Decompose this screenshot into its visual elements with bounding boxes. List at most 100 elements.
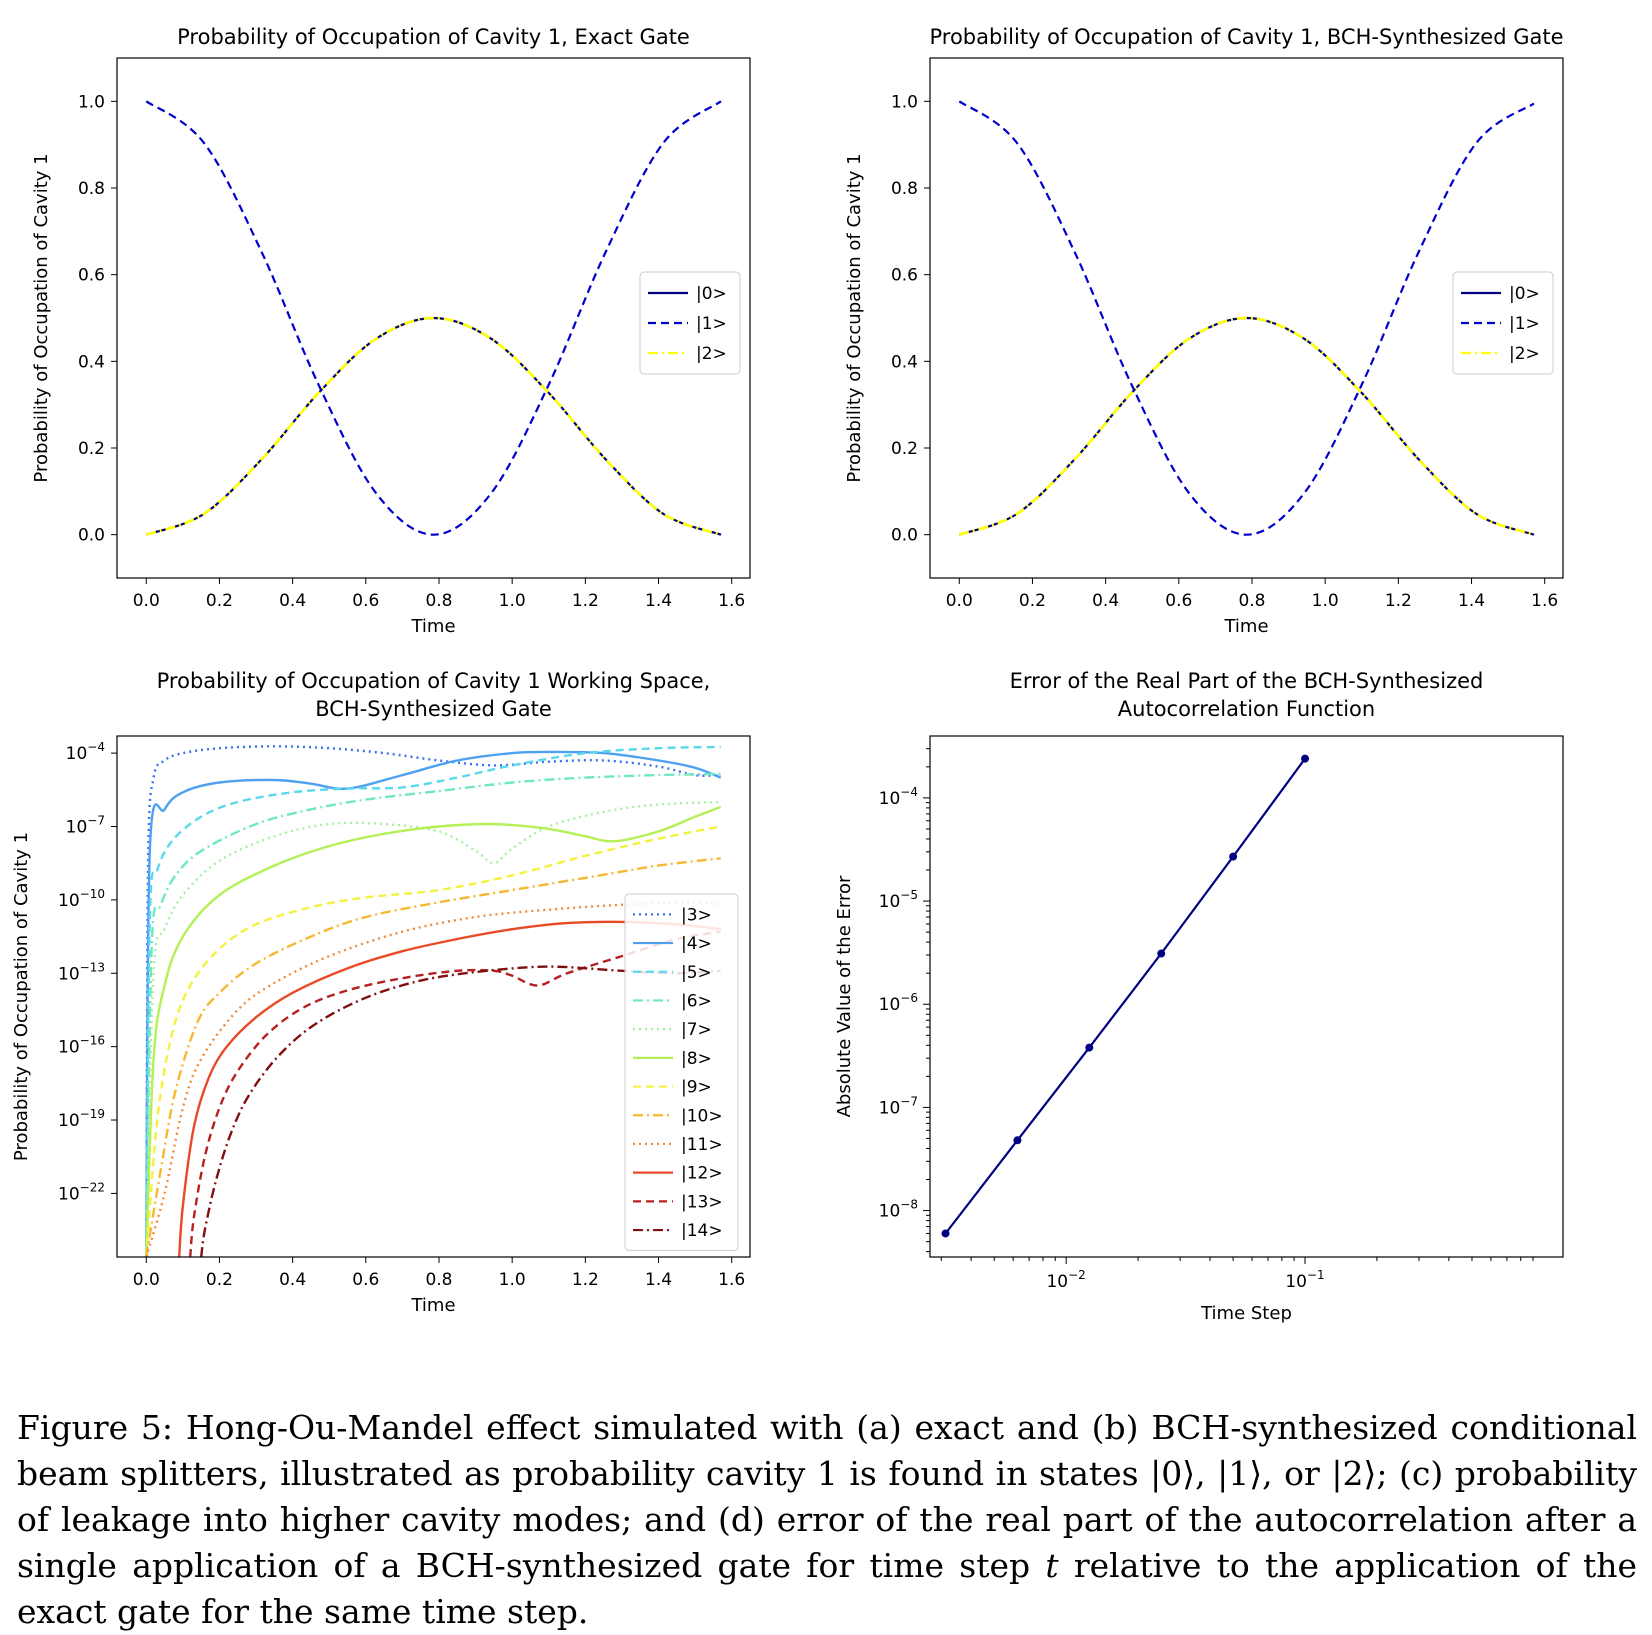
- y-tick-label: 0.4: [891, 352, 918, 372]
- y-tick-label: 0.2: [78, 439, 105, 459]
- series-line: [178, 920, 721, 1257]
- error-point: [941, 1229, 950, 1238]
- x-tick-label: 0.2: [1019, 591, 1046, 611]
- series-legend: [639, 271, 741, 375]
- series-legend-label: |10>: [681, 1106, 723, 1126]
- figure-caption: Figure 5: Hong-Ou-Mandel effect simulate…: [17, 1405, 1637, 1635]
- y-tick-label: 10−7: [879, 1094, 918, 1118]
- x-tick-label: 0.2: [206, 591, 233, 611]
- y-tick-label: 10−7: [66, 814, 105, 838]
- x-tick-label: 0.6: [1165, 591, 1192, 611]
- y-tick-label: 0.8: [891, 179, 918, 199]
- figure: Probability of Occupation of Cavity 1, E…: [11, 25, 1564, 1324]
- x-tick-label: 0.6: [352, 1270, 379, 1290]
- series-legend-label: |9>: [681, 1078, 712, 1098]
- x-tick-label: 1.6: [718, 1270, 745, 1290]
- y-tick-label: 10−10: [58, 887, 105, 911]
- series-legend: [624, 893, 739, 1251]
- x-tick-label: 1.0: [499, 591, 526, 611]
- series-line: [145, 745, 721, 1257]
- series-line: [145, 745, 721, 1257]
- x-axis-label: Time: [410, 1295, 455, 1316]
- chart-panel-b: Probability of Occupation of Cavity 1, B…: [844, 25, 1564, 637]
- series-legend-label: |3>: [681, 905, 712, 925]
- series-legend-label: |1>: [1509, 314, 1540, 334]
- y-tick-label: 10−4: [66, 740, 105, 764]
- x-tick-label: 0.0: [133, 1270, 160, 1290]
- y-tick-label: 0.6: [78, 266, 105, 286]
- y-tick-label: 0.2: [891, 439, 918, 459]
- series-legend-label: |2>: [1509, 344, 1540, 364]
- series-legend-label: |0>: [1509, 284, 1540, 304]
- series-legend-label: |14>: [681, 1221, 723, 1241]
- series-line: [145, 316, 722, 536]
- x-tick-label: 0.0: [946, 591, 973, 611]
- x-tick-label: 0.8: [425, 591, 452, 611]
- x-axis-label: Time: [410, 616, 455, 637]
- chart-title: Probability of Occupation of Cavity 1, B…: [929, 25, 1563, 49]
- x-tick-label: 1.2: [572, 591, 599, 611]
- series-legend-label: |12>: [681, 1164, 723, 1184]
- chart-title: Error of the Real Part of the BCH-Synthe…: [1010, 669, 1484, 693]
- error-point: [1157, 949, 1166, 958]
- y-tick-label: 10−13: [58, 960, 105, 984]
- x-tick-label: 1.4: [645, 1270, 672, 1290]
- x-tick-label: 1.2: [1385, 591, 1412, 611]
- series-line: [145, 772, 721, 1257]
- series-line: [145, 857, 721, 1257]
- y-tick-label: 10−16: [58, 1034, 105, 1058]
- y-tick-label: 10−6: [879, 991, 918, 1015]
- x-tick-label: 0.4: [279, 591, 306, 611]
- y-tick-label: 10−5: [879, 888, 918, 912]
- y-tick-label: 0.8: [78, 179, 105, 199]
- chart-panel-d: Error of the Real Part of the BCH-Synthe…: [834, 669, 1564, 1324]
- series-legend-label: |0>: [696, 284, 727, 304]
- y-axis-label: Probability of Occupation of Cavity 1: [844, 153, 865, 482]
- error-line: [944, 758, 1306, 1235]
- series-line: [958, 100, 1535, 536]
- y-tick-label: 0.0: [891, 526, 918, 546]
- series-line: [145, 825, 721, 1257]
- x-tick-label: 1.6: [1531, 591, 1558, 611]
- x-tick-label: 0.8: [425, 1270, 452, 1290]
- x-tick-label: 1.0: [499, 1270, 526, 1290]
- chart-subtitle: BCH-Synthesized Gate: [315, 697, 552, 721]
- error-point: [1229, 852, 1238, 861]
- x-tick-label: 1.2: [572, 1270, 599, 1290]
- chart-panel-c: Probability of Occupation of Cavity 1 Wo…: [11, 669, 751, 1316]
- series-legend-label: |7>: [681, 1020, 712, 1040]
- x-tick-label: 1.6: [718, 591, 745, 611]
- error-point: [1085, 1043, 1094, 1052]
- x-tick-label: 1.4: [645, 591, 672, 611]
- series-legend: [1452, 271, 1554, 375]
- series-legend-label: |13>: [681, 1192, 723, 1212]
- y-tick-label: 0.0: [78, 526, 105, 546]
- x-tick-label: 10−1: [1285, 1268, 1324, 1292]
- series-legend-label: |8>: [681, 1049, 712, 1069]
- chart-panel-a: Probability of Occupation of Cavity 1, E…: [31, 25, 751, 637]
- series-line: [145, 316, 722, 536]
- plot-frame: [929, 57, 1564, 579]
- x-tick-label: 0.0: [133, 591, 160, 611]
- chart-title: Probability of Occupation of Cavity 1, E…: [177, 25, 690, 49]
- y-tick-label: 0.6: [891, 266, 918, 286]
- y-tick-label: 0.4: [78, 352, 105, 372]
- series-legend-label: |2>: [696, 344, 727, 364]
- caption-text-1: Figure 5: Hong-Ou-Mandel effect simulate…: [17, 1408, 1637, 1585]
- chart-title: Probability of Occupation of Cavity 1 Wo…: [157, 669, 711, 693]
- caption-math-t: t: [1045, 1546, 1059, 1585]
- x-axis-label: Time Step: [1200, 1303, 1292, 1324]
- series-legend-label: |6>: [681, 991, 712, 1011]
- series-legend-label: |4>: [681, 934, 712, 954]
- error-point: [1013, 1136, 1022, 1145]
- y-tick-label: 1.0: [891, 92, 918, 112]
- plot-frame: [929, 735, 1564, 1258]
- plot-frame: [116, 57, 751, 579]
- series-line: [958, 316, 1535, 536]
- series-line: [200, 965, 721, 1257]
- series-line: [145, 800, 721, 1257]
- series-line: [145, 100, 722, 536]
- x-tick-label: 10−2: [1046, 1268, 1085, 1292]
- y-tick-label: 10−4: [879, 785, 918, 809]
- series-legend-label: |11>: [681, 1135, 723, 1155]
